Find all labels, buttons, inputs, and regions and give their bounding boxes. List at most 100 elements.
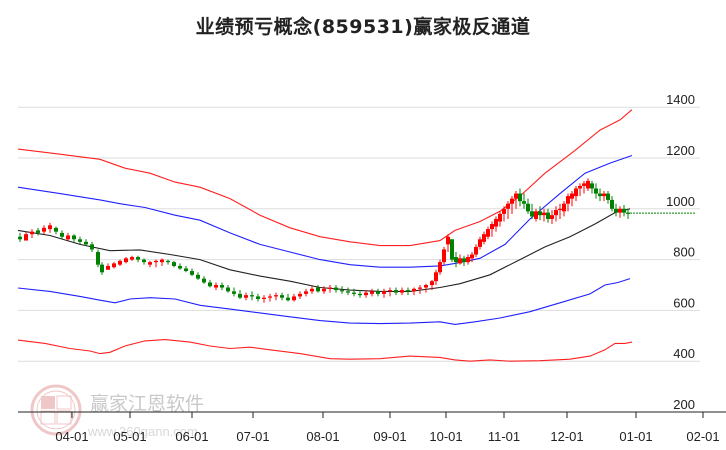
candle	[614, 208, 618, 213]
candle	[446, 236, 450, 245]
candle	[250, 295, 254, 297]
candle	[562, 203, 566, 212]
x-tick-label: 12-01	[550, 429, 583, 444]
candle	[424, 285, 428, 288]
candle	[376, 291, 380, 294]
candle	[590, 183, 594, 189]
x-tick-label: 09-01	[373, 429, 406, 444]
candle	[514, 193, 518, 199]
candle	[412, 288, 416, 292]
candle	[458, 258, 462, 264]
candle	[214, 285, 218, 288]
candle	[352, 292, 356, 294]
candle	[364, 292, 368, 296]
candle	[478, 239, 482, 247]
candle	[268, 296, 272, 298]
candle	[166, 260, 170, 263]
watermark-brand: 赢家江恩软件	[90, 393, 204, 415]
candle	[486, 229, 490, 237]
candle	[106, 265, 110, 270]
candle	[262, 297, 266, 299]
candle	[274, 295, 278, 297]
candle	[626, 212, 630, 214]
x-tick-label: 07-01	[236, 429, 269, 444]
candle	[498, 213, 502, 222]
candle	[18, 236, 22, 240]
candle	[100, 264, 104, 273]
candle	[400, 290, 404, 293]
candle	[482, 234, 486, 242]
y-tick-label: 400	[673, 346, 695, 361]
candle	[66, 235, 70, 240]
candle	[594, 188, 598, 194]
x-tick-label: 04-01	[55, 429, 88, 444]
candle	[172, 262, 176, 266]
x-tick-label: 06-01	[175, 429, 208, 444]
candle	[450, 239, 454, 260]
candle	[442, 249, 446, 263]
candle	[598, 193, 602, 197]
gridlines	[18, 106, 700, 362]
candle	[78, 239, 82, 242]
candle	[190, 271, 194, 275]
candle	[334, 287, 338, 291]
candle	[554, 210, 558, 216]
candle	[154, 260, 158, 263]
x-axis: 04-01 05-01 06-01 07-01 08-01 09-01 10-01 11-01…	[18, 411, 726, 444]
candle	[586, 180, 590, 189]
candle	[256, 296, 260, 299]
candle	[238, 293, 242, 298]
candle	[434, 272, 438, 282]
watermark-url: www.360gann.com	[87, 424, 198, 439]
x-tick-label: 05-01	[113, 429, 146, 444]
candle	[526, 203, 530, 212]
candle	[196, 274, 200, 279]
candle	[534, 211, 538, 219]
candle	[566, 196, 570, 204]
x-tick-label: 02-01	[686, 429, 719, 444]
candle	[454, 257, 458, 263]
candle	[118, 260, 122, 265]
candle	[346, 291, 350, 293]
candle	[382, 291, 386, 294]
candle	[124, 258, 128, 263]
candle	[316, 287, 320, 292]
candle	[550, 215, 554, 219]
candle	[112, 263, 116, 268]
y-tick-label: 800	[673, 245, 695, 260]
candle	[136, 257, 140, 260]
candle	[24, 234, 28, 241]
watermark: 赢家江恩软件 www.360gann.com	[30, 384, 204, 439]
candle	[606, 193, 610, 200]
x-tick-label: 08-01	[306, 429, 339, 444]
y-tick-label: 200	[673, 397, 695, 412]
candle	[418, 287, 422, 289]
candle	[406, 290, 410, 292]
candle	[30, 231, 34, 235]
candle	[530, 211, 534, 217]
y-tick-label: 1200	[666, 143, 695, 158]
candle	[292, 296, 296, 301]
seal-logo-icon	[30, 384, 82, 436]
candle	[430, 281, 434, 285]
candle	[622, 208, 626, 213]
candle	[466, 257, 470, 263]
candle	[358, 293, 362, 296]
candle	[48, 225, 52, 230]
candle	[490, 224, 494, 230]
candle	[244, 295, 248, 298]
y-axis-labels: 1400 1200 1000 800 600 400 200	[666, 92, 695, 412]
x-tick-label: 01-01	[619, 429, 652, 444]
candle	[388, 290, 392, 292]
y-tick-label: 1400	[666, 92, 695, 107]
candle	[280, 295, 284, 298]
chart-title: 业绩预亏概念(859531)赢家极反通道	[195, 16, 531, 38]
candle	[178, 265, 182, 269]
candle	[232, 291, 236, 294]
candle	[42, 227, 46, 232]
candle	[610, 199, 614, 209]
x-tick-label: 11-01	[488, 429, 520, 444]
candle	[54, 227, 58, 232]
candle	[470, 254, 474, 259]
